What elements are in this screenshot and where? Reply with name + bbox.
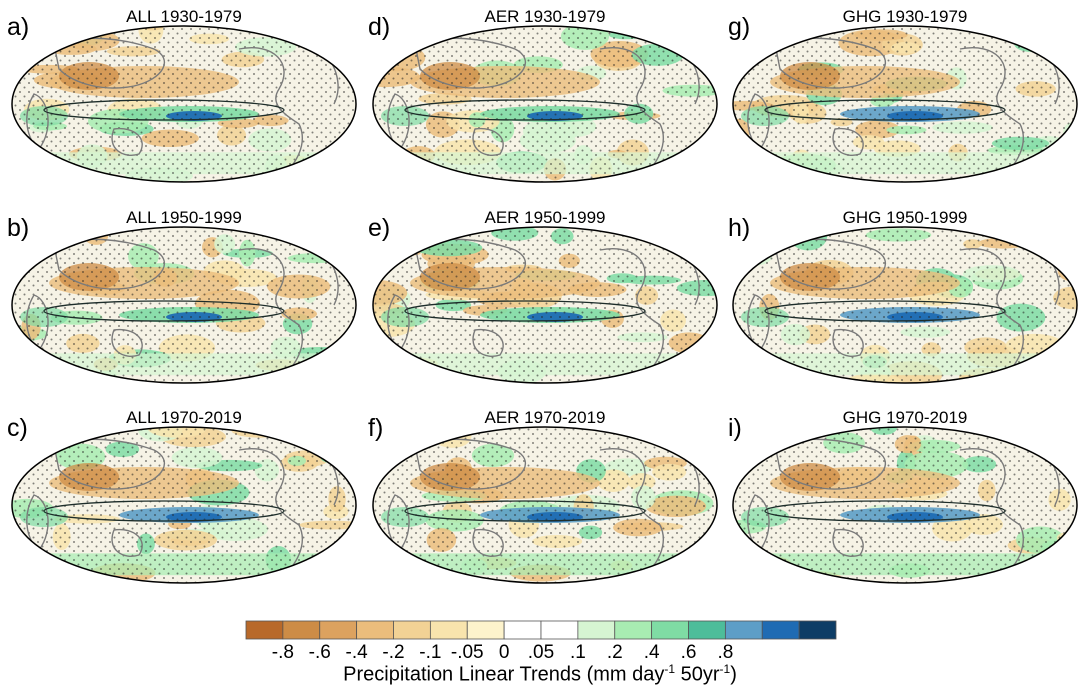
panel-label: h) (728, 214, 751, 242)
map-panel-d (372, 25, 718, 183)
colorbar-swatch (614, 620, 653, 640)
colorbar-tick-label: -.1 (419, 642, 442, 663)
panel-title: GHG 1930-1979 (842, 7, 968, 26)
panel-label: f) (368, 414, 384, 442)
panel-title: ALL 1930-1979 (126, 7, 242, 26)
map-panel-a (11, 25, 357, 183)
colorbar-tick-label: .1 (569, 642, 586, 663)
panel-title: ALL 1970-2019 (126, 408, 242, 427)
map-panel-h (732, 226, 1078, 384)
colorbar-swatches (245, 620, 837, 640)
panel-label: i) (728, 414, 742, 442)
map-boundary (11, 226, 357, 384)
colorbar-swatch (577, 620, 616, 640)
colorbar-swatch (245, 620, 284, 640)
colorbar-swatch (356, 620, 394, 640)
panel-label: e) (368, 214, 391, 242)
colorbar-swatch (688, 620, 726, 640)
colorbar-swatch (319, 620, 358, 640)
colorbar-swatch (540, 620, 579, 640)
colorbar-tick-label: .8 (717, 642, 734, 663)
map-panel-e (372, 226, 718, 384)
colorbar-tick-label: .4 (643, 642, 660, 663)
map-boundary (372, 25, 718, 183)
map-boundary (11, 426, 357, 584)
colorbar-tick-label: 0 (498, 642, 510, 663)
map-panel-g (732, 25, 1078, 183)
colorbar-swatch (724, 620, 763, 640)
map-panel-b (11, 226, 357, 384)
colorbar-tick-label: .05 (527, 642, 555, 663)
colorbar-swatch (651, 620, 689, 640)
map-boundary (732, 426, 1078, 584)
panel-title: AER 1970-2019 (484, 408, 606, 427)
map-boundary (732, 25, 1078, 183)
map-boundary (732, 226, 1078, 384)
colorbar-tick-label: .2 (606, 642, 623, 663)
colorbar-swatch (282, 620, 321, 640)
map-boundary (372, 226, 718, 384)
colorbar-swatch (798, 620, 837, 640)
panel-title: GHG 1970-2019 (842, 408, 968, 427)
map-panel-c (11, 426, 357, 584)
panel-label: d) (368, 13, 391, 41)
panel-label: g) (728, 13, 751, 41)
colorbar-swatch (429, 620, 468, 640)
panel-label: b) (7, 214, 30, 242)
colorbar-swatch (393, 620, 431, 640)
colorbar-tick-label: -.4 (345, 642, 368, 663)
panel-title: GHG 1950-1999 (842, 208, 968, 227)
colorbar-title: Precipitation Linear Trends (mm day-1 50… (343, 662, 737, 686)
panel-label: c) (7, 414, 28, 442)
panel-label: a) (7, 13, 30, 41)
colorbar-tick-label: -.6 (308, 642, 331, 663)
map-boundary (11, 25, 357, 183)
colorbar-tick-label: -.8 (271, 642, 294, 663)
colorbar-tick-label: -.2 (382, 642, 405, 663)
colorbar-swatch (761, 620, 800, 640)
colorbar-swatch (503, 620, 542, 640)
map-panel-i (732, 426, 1078, 584)
panel-title: ALL 1950-1999 (126, 208, 242, 227)
panel-title: AER 1930-1979 (484, 7, 606, 26)
map-panel-f (372, 426, 718, 584)
map-boundary (372, 426, 718, 584)
colorbar-swatch (466, 620, 505, 640)
colorbar-tick-label: .6 (680, 642, 697, 663)
panel-title: AER 1950-1999 (484, 208, 606, 227)
colorbar-tick-label: -.05 (450, 642, 484, 663)
